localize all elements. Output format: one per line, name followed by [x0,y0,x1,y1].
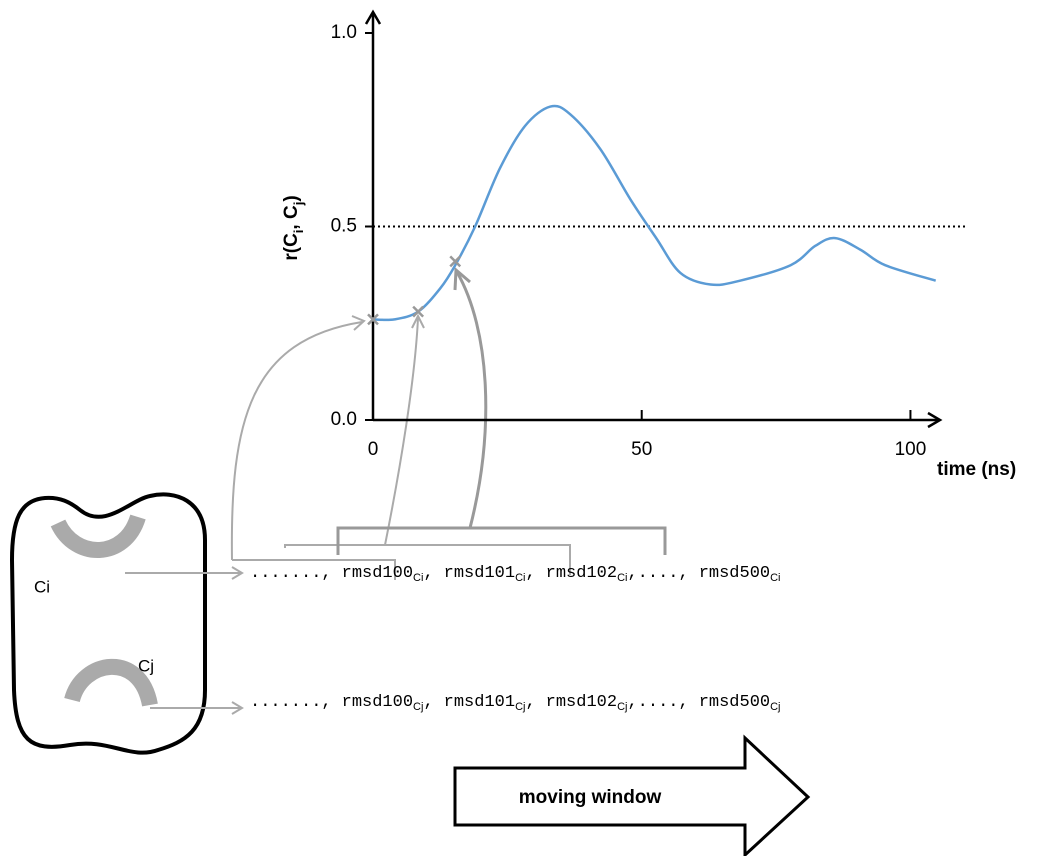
region-cj [64,658,158,707]
rmsd-name: rmsd100 [342,693,413,712]
y-label-part: r(C [281,233,302,261]
y-label-part: , C [281,205,302,230]
y-axis-arrow [364,9,382,25]
connector-main [336,266,667,555]
sequence-prefix: ......., [250,564,332,583]
x-axis-arrow [927,411,943,429]
region-label: Cj [138,656,154,675]
window-label: moving window [519,787,662,808]
sequence-row: ......., rmsd100Cj, rmsd101Cj, rmsd102Cj,..… [250,693,781,712]
rmsd-name: rmsd102 [546,564,617,583]
window-arrow [453,734,811,856]
rmsd-sub: Ci [770,572,780,584]
region-ci [50,514,146,558]
connectors [125,313,571,715]
y-axis-label: r(Ci, Cj) [281,195,306,260]
x-axis-label: time (ns) [937,459,1016,480]
rmsd-name: rmsd100 [342,564,413,583]
region-label: Ci [34,577,50,596]
separator: , [525,693,535,712]
rmsd-name: rmsd101 [444,693,515,712]
rmsd-sub: Ci [413,572,423,584]
y-label-part: j [291,202,306,207]
protein-outline [9,492,207,755]
separator: ,...., [627,693,688,712]
rmsd-sub: Cj [515,701,525,713]
x-tick-label: 50 [631,439,652,460]
sequence-prefix: ......., [250,693,332,712]
y-tick-label: 0.5 [331,216,357,237]
separator: , [525,564,535,583]
marker [412,305,425,318]
x-tick-label: 100 [895,439,927,460]
rmsd-sub: Cj [617,701,627,713]
data-line [372,104,937,322]
sequence-row: ......., rmsd100Ci, rmsd101Ci, rmsd102Ci,..… [250,564,781,583]
marker [367,313,379,326]
separator: , [423,564,433,583]
rmsd-sub: Ci [515,572,525,584]
y-tick-label: 1.0 [331,22,357,43]
x-tick-label: 0 [368,439,379,460]
marker [449,255,462,268]
separator: , [423,693,433,712]
rmsd-sub: Cj [413,701,423,713]
y-tick-label: 0.0 [331,409,357,430]
rmsd-name: rmsd102 [546,693,617,712]
y-label-part: ) [281,195,302,201]
rmsd-name: rmsd101 [444,564,515,583]
rmsd-name: rmsd500 [699,564,770,583]
y-label-part: i [291,230,306,234]
rmsd-sub: Cj [770,701,780,713]
rmsd-sub: Ci [617,572,627,584]
rmsd-name: rmsd500 [699,693,770,712]
separator: ,...., [627,564,688,583]
